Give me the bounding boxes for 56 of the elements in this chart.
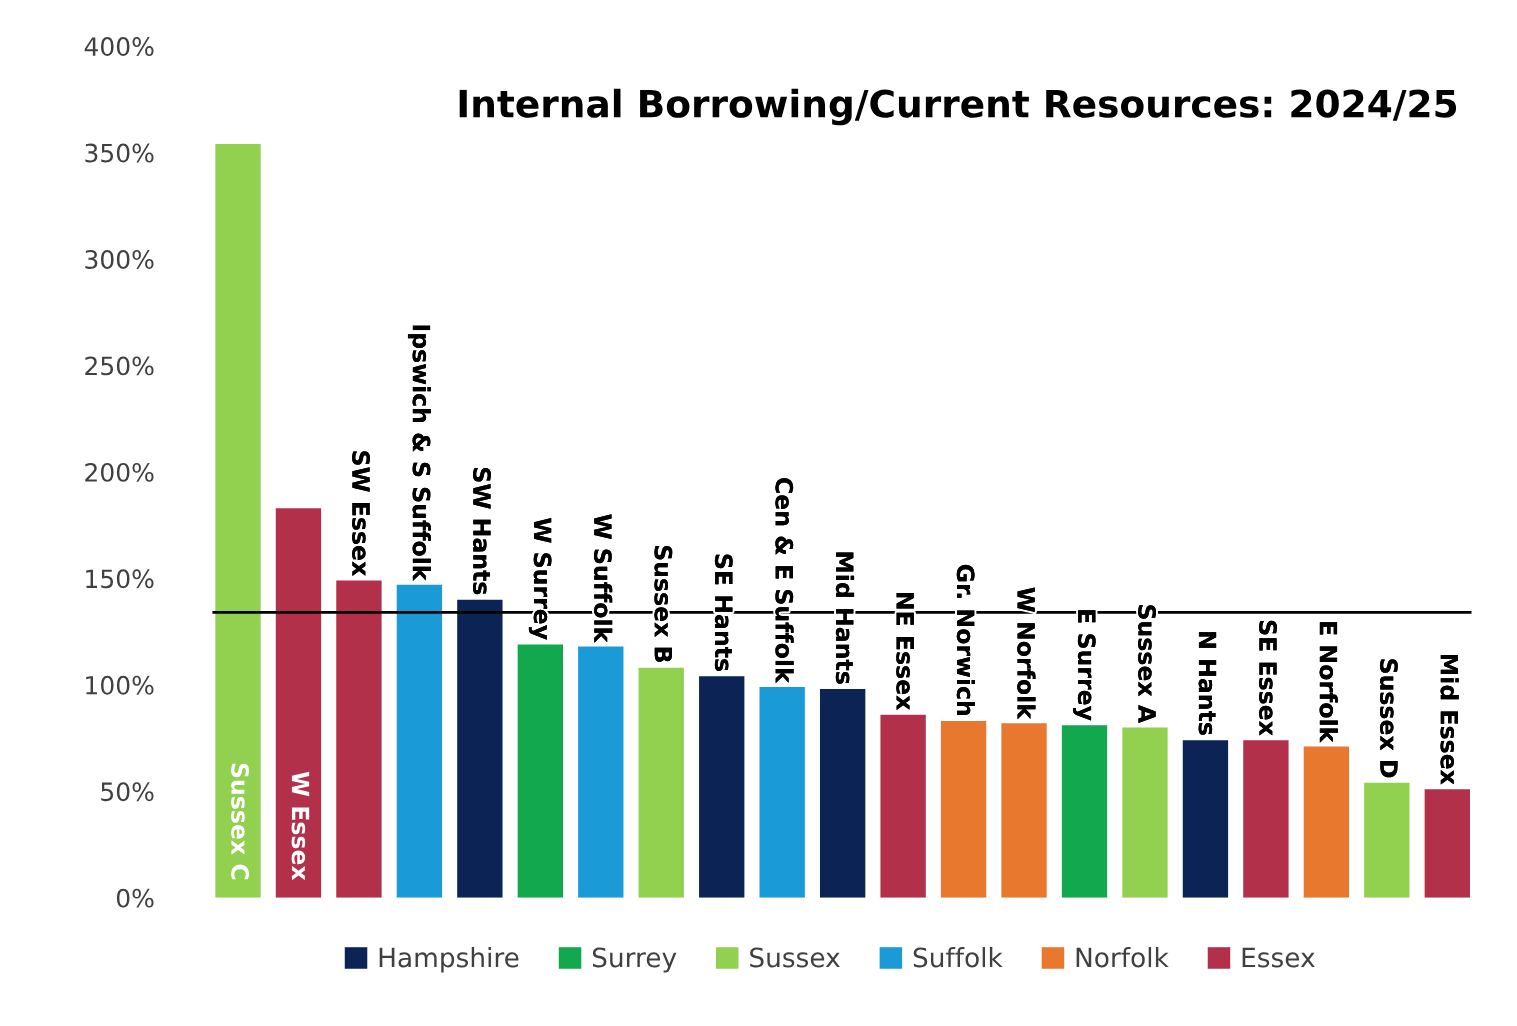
- x-tick-label: N Hants: [1198, 632, 1217, 735]
- legend-label: Suffolk: [913, 947, 1003, 968]
- text: Internal Borrowing/Current Resources: 2024/25: [459, 88, 1457, 126]
- y-tick-label: 150%: [86, 569, 154, 589]
- bar: [1001, 723, 1047, 898]
- y-tick-label: 350%: [85, 143, 154, 163]
- bar: [699, 676, 745, 898]
- x-tick-label: Sussex D: [1379, 659, 1398, 778]
- bar: [578, 646, 624, 898]
- bar: [517, 644, 563, 898]
- legend-label: Surrey: [592, 947, 677, 973]
- y-tick-label: 100%: [86, 675, 154, 695]
- x-tick-label: W Surrey: [528, 518, 552, 640]
- y-tick-label: 0%: [116, 888, 154, 908]
- x-tick-label: Gr. Norwich: [956, 564, 976, 715]
- x-tick-label: W Suffolk: [593, 514, 613, 643]
- bar: [1364, 782, 1410, 898]
- x-tick-label: SE Essex: [1259, 620, 1277, 736]
- y-tick-label: 200%: [85, 462, 154, 482]
- legend-label: Sussex: [750, 947, 840, 968]
- bar: [1182, 740, 1229, 898]
- x-tick-label: SW Hants: [473, 468, 491, 595]
- bar: [1243, 740, 1289, 898]
- bar: [880, 714, 926, 898]
- bar: [819, 689, 866, 898]
- bar: [396, 584, 443, 898]
- bar: [457, 599, 503, 898]
- y-tick-label: 250%: [85, 356, 154, 376]
- bar: [1122, 727, 1168, 898]
- x-tick-label: E Norfolk: [1319, 622, 1338, 743]
- bar: [215, 144, 261, 898]
- legend-label: Essex: [1242, 947, 1315, 968]
- x-tick-label: W Norfolk: [1017, 587, 1036, 720]
- x-tick-label: SW Essex: [352, 451, 370, 576]
- x-tick-label: NE Essex: [896, 592, 914, 711]
- y-tick-label: 400%: [84, 37, 154, 57]
- bar: [275, 508, 322, 898]
- bar: [336, 580, 382, 898]
- x-tick-label: Sussex A: [1138, 605, 1156, 724]
- bar: [759, 686, 805, 898]
- x-tick-label: Ipswich & S Suffolk: [407, 325, 431, 581]
- x-tick-label: W Essex: [291, 771, 310, 881]
- legend-label: Hampshire: [379, 947, 519, 973]
- bar: [1424, 789, 1470, 898]
- bar: [638, 667, 684, 898]
- legend-label: Norfolk: [1076, 947, 1169, 968]
- y-tick-label: 300%: [85, 250, 154, 269]
- bar: [940, 721, 987, 898]
- y-tick-label: 50%: [101, 782, 154, 802]
- x-tick-label: Cen & E Suffolk: [775, 478, 794, 684]
- bar: [1061, 725, 1108, 898]
- x-tick-label: Mid Essex: [1440, 654, 1459, 785]
- bar: [1303, 746, 1350, 898]
- x-tick-label: SE Hants: [714, 554, 733, 671]
- x-tick-label: Sussex B: [654, 545, 673, 662]
- x-tick-label: Sussex C: [231, 763, 250, 880]
